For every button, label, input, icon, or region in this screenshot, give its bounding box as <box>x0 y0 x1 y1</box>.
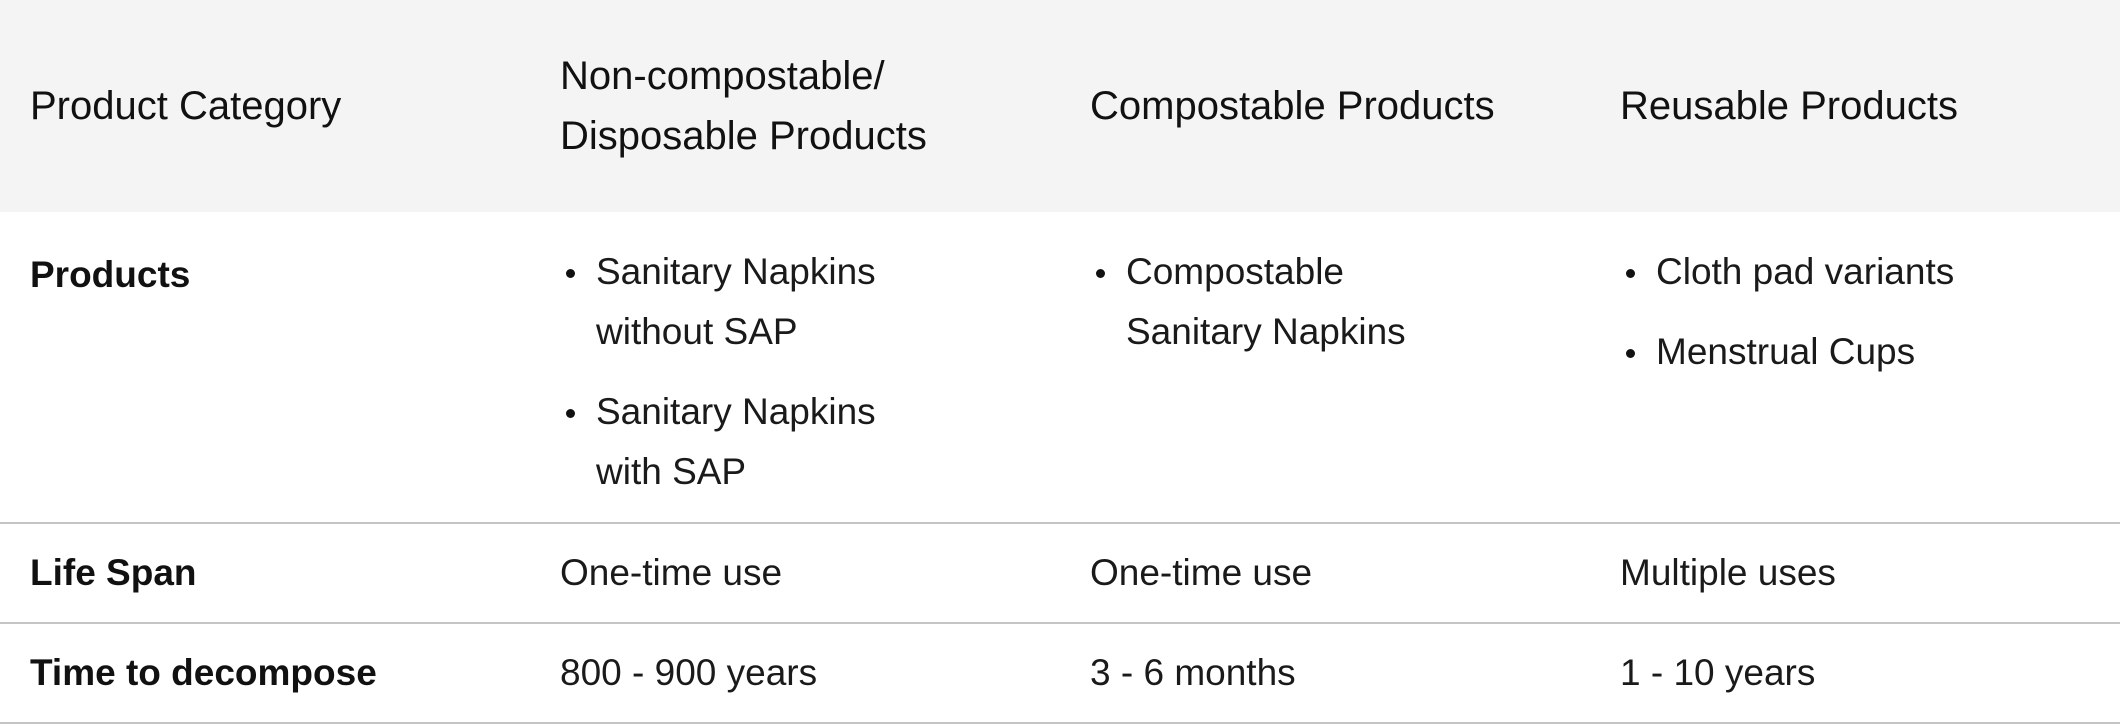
cell-decompose-reusable: 1 - 10 years <box>1590 623 2120 724</box>
row-label-products: Products <box>0 212 530 524</box>
table-row-life-span: Life Span One-time use One-time use Mult… <box>0 523 2120 624</box>
list-item: Sanitary Napkins with SAP <box>566 382 926 502</box>
header-reusable: Reusable Products <box>1620 84 1958 128</box>
cell-decompose-compostable: 3 - 6 months <box>1060 623 1590 724</box>
cell-life-span-reusable: Multiple uses <box>1590 523 2120 624</box>
table-body: Products Sanitary Napkins without SAP Sa… <box>0 212 2120 724</box>
list-non-compostable: Sanitary Napkins without SAP Sanitary Na… <box>560 242 926 502</box>
row-label-life-span: Life Span <box>0 523 530 624</box>
cell-products-reusable: Cloth pad variants Menstrual Cups <box>1590 212 2120 524</box>
header-non-compostable-line2: Disposable Products <box>560 114 927 158</box>
header-row: Product Category Non-compostable/ Dispos… <box>0 0 2120 212</box>
list-item: Compostable Sanitary Napkins <box>1096 242 1456 362</box>
header-non-compostable: Non-compostable/ Disposable Products <box>530 0 1060 212</box>
cell-decompose-non-compostable: 800 - 900 years <box>530 623 1060 724</box>
table-row-products: Products Sanitary Napkins without SAP Sa… <box>0 212 2120 524</box>
list-compostable: Compostable Sanitary Napkins <box>1090 242 1456 362</box>
table-row-time-to-decompose: Time to decompose 800 - 900 years 3 - 6 … <box>0 623 2120 724</box>
table-header: Product Category Non-compostable/ Dispos… <box>0 0 2120 212</box>
list-reusable: Cloth pad variants Menstrual Cups <box>1620 242 2090 382</box>
cell-products-compostable: Compostable Sanitary Napkins <box>1060 212 1590 524</box>
header-non-compostable-line1: Non-compostable/ <box>560 54 885 98</box>
list-item: Menstrual Cups <box>1626 322 2090 382</box>
cell-products-non-compostable: Sanitary Napkins without SAP Sanitary Na… <box>530 212 1060 524</box>
header-compostable: Compostable Products <box>1090 84 1495 128</box>
list-item: Cloth pad variants <box>1626 242 2090 302</box>
header-product-category: Product Category <box>30 84 342 128</box>
list-item: Sanitary Napkins without SAP <box>566 242 926 362</box>
cell-life-span-compostable: One-time use <box>1060 523 1590 624</box>
cell-life-span-non-compostable: One-time use <box>530 523 1060 624</box>
row-label-time-to-decompose: Time to decompose <box>0 623 530 724</box>
